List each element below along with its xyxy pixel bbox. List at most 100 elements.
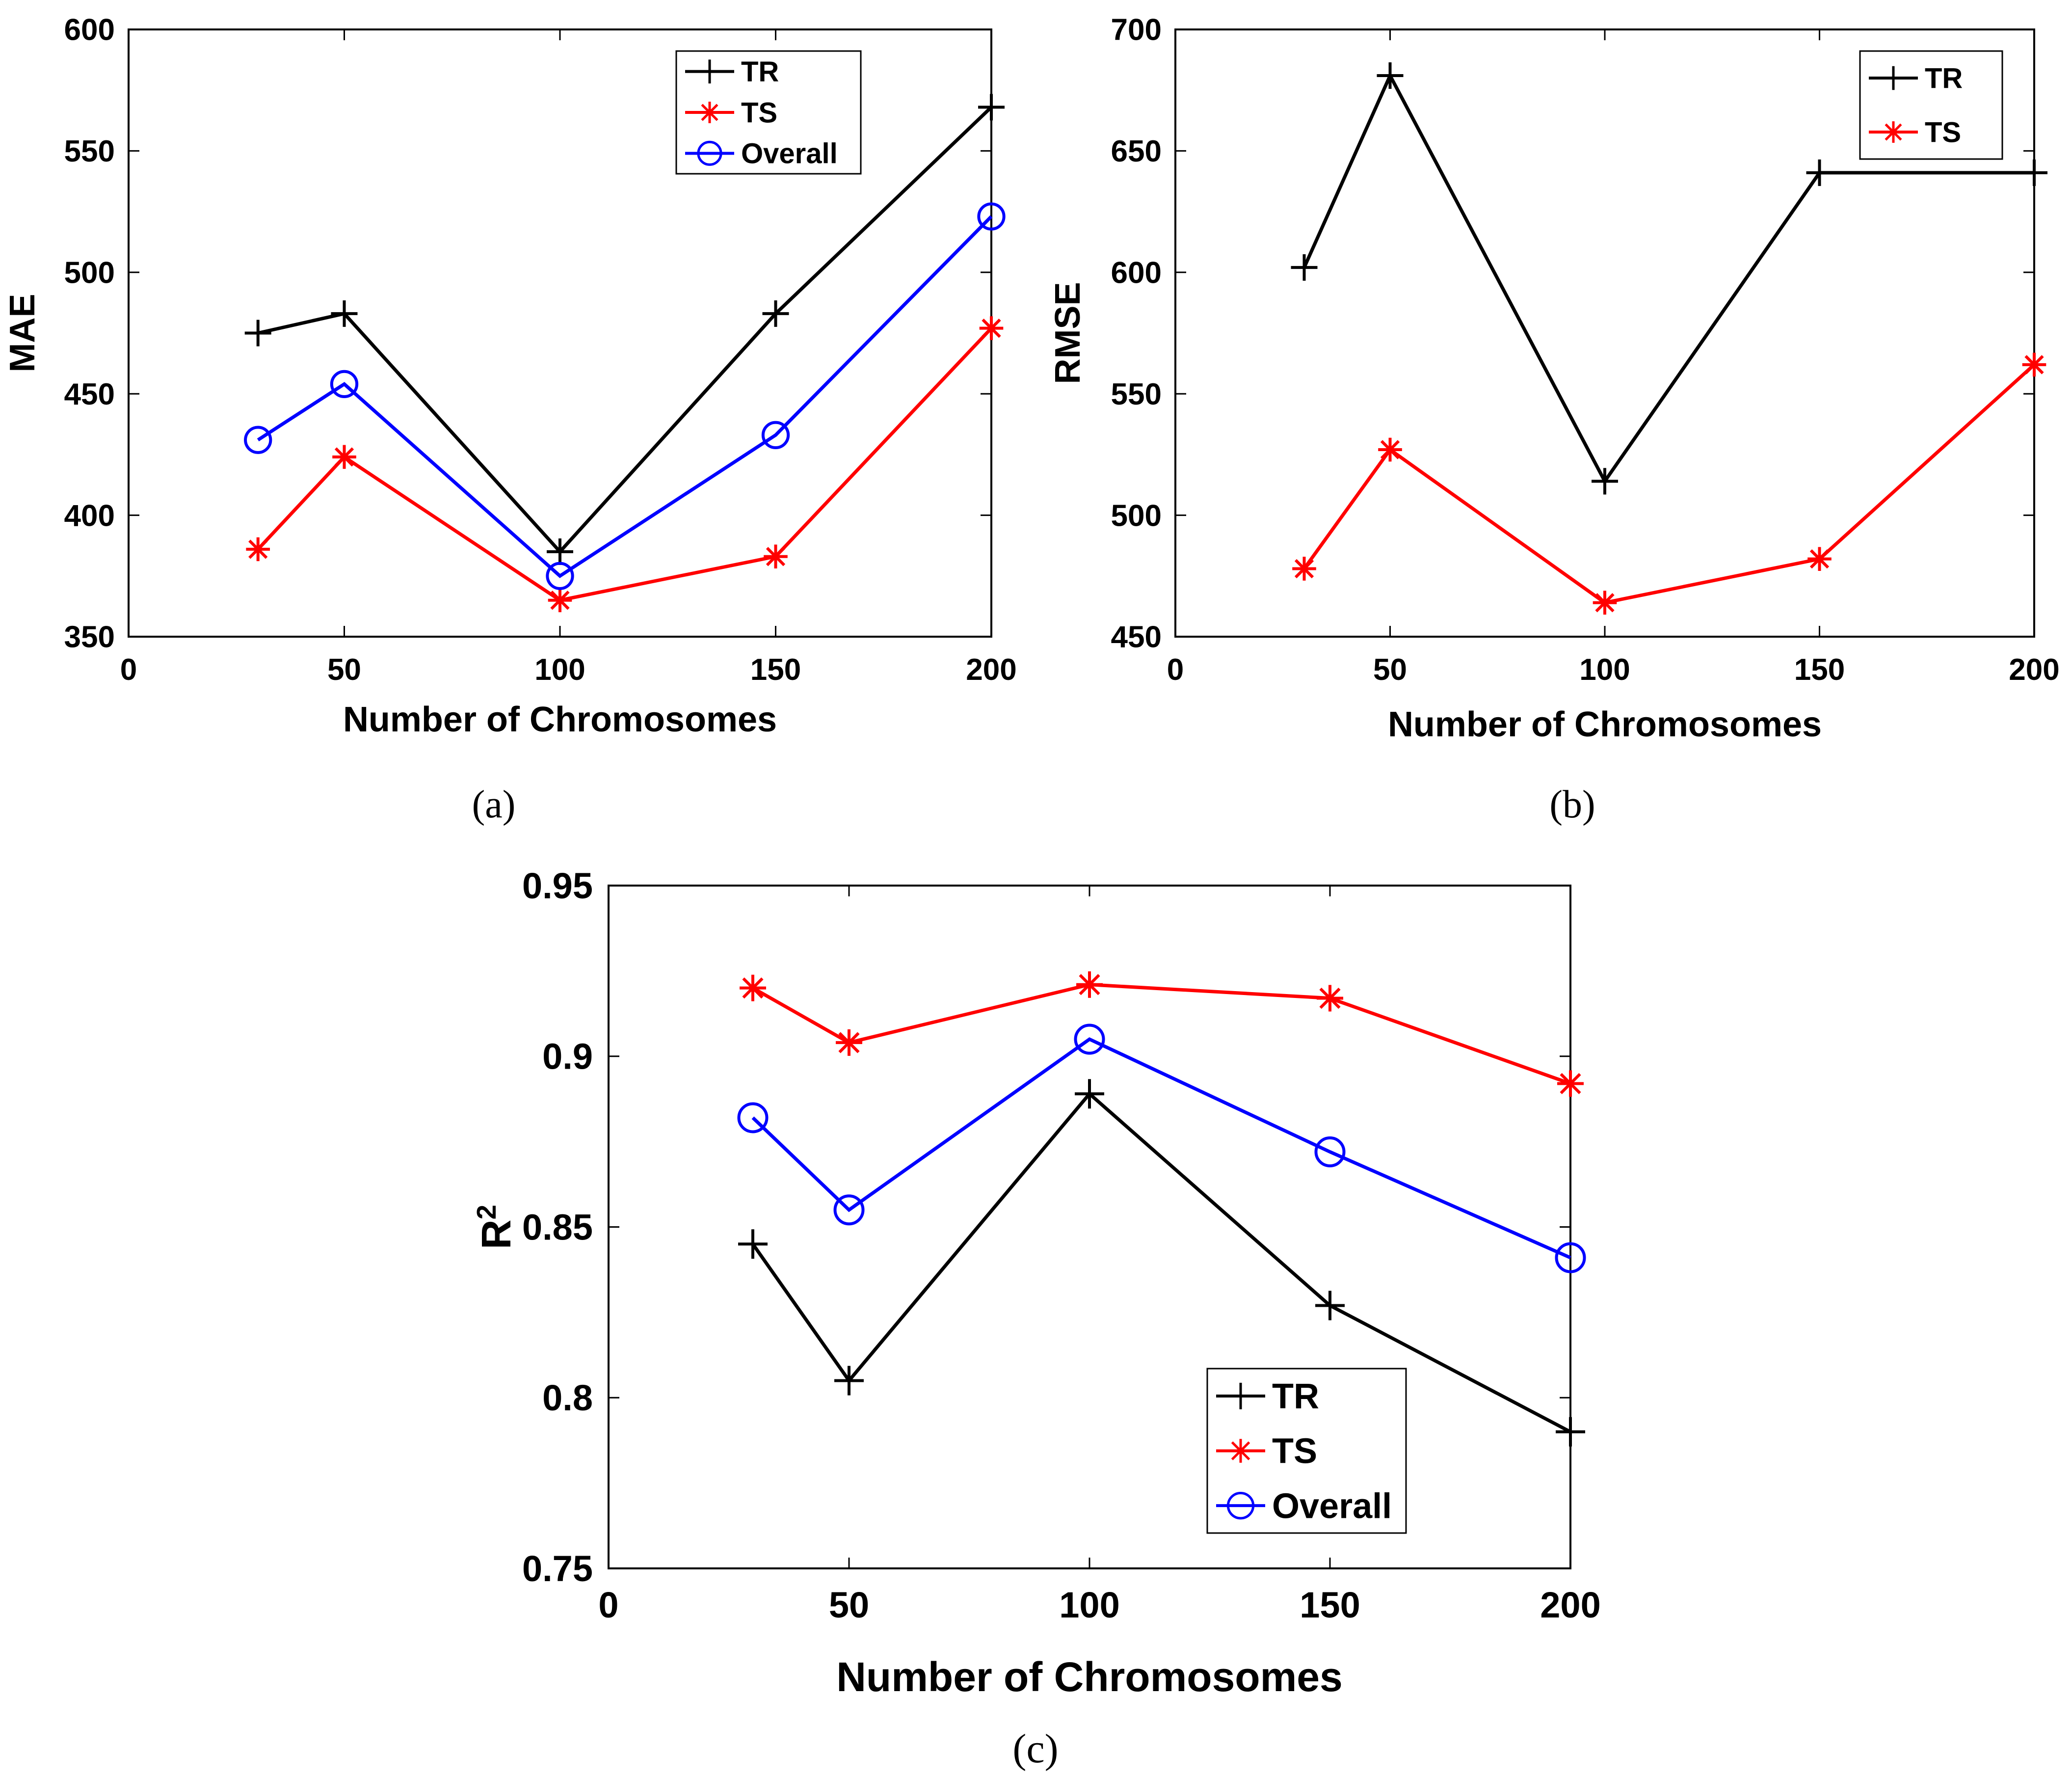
legend-marker [697,140,722,166]
data-point [979,316,1004,340]
legend-entry-ts: TS [1216,1432,1317,1471]
data-point [740,974,766,1001]
y-axis-label: R2 [472,1205,520,1249]
series-tr [738,1079,1585,1447]
data-point [737,1102,769,1133]
data-point [762,300,789,327]
x-axis-label: Number of Chromosomes [836,1654,1342,1700]
x-tick-label: 0 [598,1585,618,1625]
y-tick-label: 550 [1111,377,1162,411]
data-point [1074,1024,1105,1055]
y-tick-label: 700 [1111,13,1162,47]
data-point [1075,1079,1104,1109]
chart-panel-2: 0 50 100 150 200 450 500 550 600 650 700 Number of … [1048,13,2060,826]
series-line [751,1091,1571,1433]
data-point [1378,437,1402,462]
y-tick-label: 550 [64,135,115,168]
x-tick-label: 200 [966,653,1016,687]
data-point [2022,352,2046,377]
y-tick-label: 0.75 [522,1548,593,1589]
series-line [257,215,993,578]
data-point [246,537,270,562]
legend-box [1859,50,2003,160]
data-point [834,1366,864,1396]
data-point [1806,159,1833,186]
y-tick-label: 0.9 [542,1036,593,1077]
data-point [1315,1291,1345,1320]
data-point [244,320,271,347]
legend-label: TS [1925,116,1961,148]
legend-marker [697,59,722,83]
series-overall [244,202,1006,590]
data-point [547,538,573,565]
chart-panel-3: 0 50 100 150 200 0.75 0.8 0.85 0.9 0.95 Number of … [472,865,1601,1772]
panel-caption: (b) [1549,783,1595,826]
series-tr [1291,62,2047,495]
series-ts [1292,352,2046,615]
data-point [764,544,788,569]
y-axis-label: RMSE [1048,282,1088,384]
x-tick-label: 150 [1300,1585,1360,1625]
chart-panel-1: 0 50 100 150 200 350 400 450 500 550 600 Number of … [3,13,1017,826]
x-tick-label: 150 [750,653,801,687]
y-tick-label: 350 [64,620,115,654]
data-point [1557,1070,1584,1097]
data-point [1556,1417,1585,1447]
data-point [244,426,272,454]
series-line [257,327,993,602]
legend-marker [1883,121,1904,143]
series-ts [246,316,1004,613]
x-tick-label: 50 [1373,653,1407,687]
legend-label: TS [1272,1432,1317,1471]
data-point [548,588,572,613]
legend-label: TR [1925,62,1963,94]
series-tr [244,94,1005,565]
legend-label: TR [1272,1377,1319,1416]
legend-entry-tr: TR [1869,62,1963,94]
data-point [546,562,574,590]
legend-entry-tr: TR [1216,1377,1319,1416]
data-point [2021,159,2047,186]
data-point [738,1229,768,1259]
legend-entry-tr: TR [685,56,779,88]
legend-label: TS [741,97,777,129]
y-tick-label: 450 [1111,620,1162,654]
series-overall [737,1024,1586,1273]
legend-label: Overall [741,138,838,170]
x-tick-label: 100 [1059,1585,1119,1625]
series-line [752,983,1571,1085]
data-point [1317,985,1343,1012]
data-point [1314,1136,1346,1167]
data-point [1593,591,1617,615]
y-tick-label: 600 [64,13,115,47]
legend-label: Overall [1272,1486,1392,1526]
legend: TR TS [1859,50,2003,160]
data-point [1592,468,1618,495]
x-axis-label: Number of Chromosomes [1388,705,1822,744]
data-point [1555,1242,1586,1273]
data-point [978,94,1005,121]
data-point [332,445,356,469]
data-point [1292,557,1316,581]
y-axis-label-superscript: 2 [472,1205,502,1219]
x-tick-label: 100 [1579,653,1630,687]
data-point [1291,254,1318,281]
data-point [977,202,1006,231]
data-point [1377,62,1404,89]
legend-marker [1226,1492,1255,1520]
series-line [751,1037,1571,1260]
x-tick-label: 100 [534,653,585,687]
x-axis-label: Number of Chromosomes [343,700,777,739]
legend-label: TR [741,56,779,88]
legend-marker [1227,1382,1254,1409]
x-tick-label: 50 [829,1585,869,1625]
legend: TR TS Overall [1206,1368,1407,1534]
series-line [1302,363,2036,605]
data-point [1807,547,1832,571]
y-axis-label: MAE [3,294,42,373]
data-point [1076,971,1103,998]
y-tick-label: 500 [64,256,115,290]
data-point [761,421,790,449]
legend-entry-overall: Overall [1216,1486,1392,1526]
data-point [836,1029,862,1056]
